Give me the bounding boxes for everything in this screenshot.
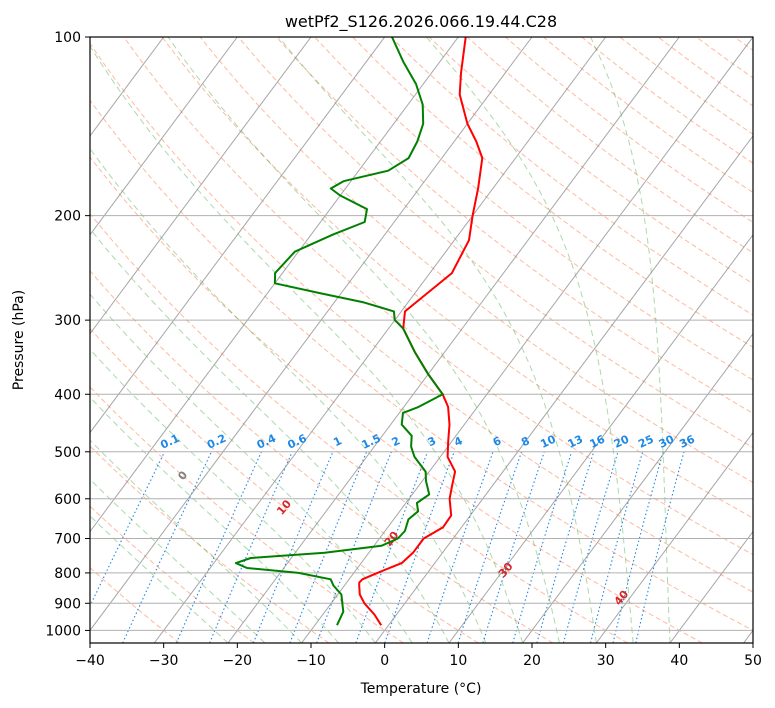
y-tick-label: 100 xyxy=(54,30,81,46)
x-axis-label: Temperature (°C) xyxy=(360,681,482,697)
isotherm-line xyxy=(90,37,312,335)
mixing-ratio-line xyxy=(316,451,392,643)
isotherm-line xyxy=(595,431,753,643)
x-axis: −40 −30 −20 −10 0 10 20 30 40 50 xyxy=(75,643,762,669)
dry-adiabat-line xyxy=(90,212,628,643)
mixing-ratio-line xyxy=(426,451,494,643)
moist-adiabat-line xyxy=(90,293,413,643)
y-tick-label: 200 xyxy=(54,209,81,225)
x-tick-label: 20 xyxy=(523,653,541,669)
y-tick-label: 600 xyxy=(54,492,81,508)
mixing-ratio-line xyxy=(512,451,573,643)
moist-adiabat-line xyxy=(425,37,634,643)
mixing-ratio-label: 13 xyxy=(566,433,585,451)
mixing-ratio-label: 25 xyxy=(636,433,655,451)
x-tick-label: −20 xyxy=(223,653,253,669)
mixing-ratio-label: 16 xyxy=(588,432,608,450)
dry-adiabat-line xyxy=(276,37,753,414)
y-tick-label: 500 xyxy=(54,445,81,461)
isobars xyxy=(90,37,753,631)
x-tick-label: 10 xyxy=(449,653,467,669)
moist-adiabat-line xyxy=(90,45,524,643)
chart-title: wetPf2_S126.2026.066.19.44.C28 xyxy=(285,12,557,32)
mixing-ratio-line xyxy=(175,451,262,643)
profiles xyxy=(234,37,484,626)
mixing-ratio-line xyxy=(536,451,595,643)
dry-adiabat-line xyxy=(237,37,753,449)
y-tick-label: 400 xyxy=(54,387,81,403)
dry-adiabat-line xyxy=(352,37,753,348)
mixing-ratio-line xyxy=(90,451,166,608)
dry-adiabat-line xyxy=(428,37,753,285)
mixing-ratio-line xyxy=(252,451,334,643)
x-tick-label: 30 xyxy=(597,653,615,669)
moist-adiabat-line xyxy=(90,396,339,643)
isotherm-line xyxy=(301,37,753,643)
mixing-ratio-line xyxy=(355,451,429,643)
mixing-ratio-line xyxy=(289,451,368,643)
dry-adiabat-line xyxy=(390,37,753,316)
isotherm-line xyxy=(374,135,753,643)
isotherm-line xyxy=(90,37,533,632)
mixing-ratio-line xyxy=(562,451,619,643)
isotherm-line xyxy=(227,37,680,643)
mixing-ratio-label: 30 xyxy=(657,432,677,450)
moist-adiabat-line xyxy=(278,37,597,643)
isotherm-line xyxy=(522,332,753,643)
plot-frame xyxy=(89,36,754,644)
mixing-ratio-line xyxy=(612,451,664,643)
mixing-ratio-label: 10 xyxy=(538,432,558,450)
moist-adiabat-line xyxy=(90,439,302,643)
moist-adiabat-line xyxy=(167,37,560,643)
isotherms xyxy=(90,37,753,643)
y-tick-label: 900 xyxy=(54,596,81,612)
isotherm-line xyxy=(669,530,753,643)
dry-adiabat-line xyxy=(90,156,703,643)
isotherm-line xyxy=(153,37,607,643)
dry-adiabat-line xyxy=(90,99,753,631)
mixing-ratio-label: 20 xyxy=(612,432,632,450)
dry-adiabat-line xyxy=(90,327,479,643)
isotherm-line xyxy=(90,37,459,533)
dewpoint-profile-line xyxy=(234,37,444,626)
moist-adiabat-line xyxy=(90,478,266,643)
x-tick-label: −40 xyxy=(75,653,105,669)
x-tick-label: 50 xyxy=(744,653,762,669)
moist-adiabat-line xyxy=(590,37,671,643)
mixing-ratio-line xyxy=(482,451,545,643)
y-tick-label: 700 xyxy=(54,532,81,548)
mixing-ratio-line xyxy=(457,451,523,643)
y-tick-label: 800 xyxy=(54,566,81,582)
temperature-profile-line xyxy=(358,37,484,626)
dry-adiabat-line xyxy=(90,270,554,643)
y-tick-label: 300 xyxy=(54,313,81,329)
mixing-ratio-label: 36 xyxy=(677,432,697,450)
x-tick-label: −10 xyxy=(296,653,326,669)
moist-adiabat-line xyxy=(90,228,450,643)
x-tick-label: 0 xyxy=(380,653,389,669)
moist-adiabat-line xyxy=(90,515,229,643)
y-axis: 1000 900 800 700 600 500 400 300 200 100 xyxy=(45,30,90,639)
dry-adiabat-line xyxy=(90,566,180,643)
moist-adiabats xyxy=(90,37,671,643)
moist-adiabat-line xyxy=(90,147,487,643)
mixing-ratio-line xyxy=(209,451,293,643)
isotherm-line xyxy=(448,233,753,643)
mixing-ratio-line xyxy=(589,451,644,643)
isotherm-line xyxy=(90,37,238,236)
isotherm-line xyxy=(90,37,386,434)
x-tick-label: 40 xyxy=(670,653,688,669)
y-axis-label: Pressure (hPa) xyxy=(11,290,27,390)
x-tick-label: −30 xyxy=(149,653,179,669)
dry-adiabat-line xyxy=(90,445,330,643)
dry-adiabat-line xyxy=(161,37,753,519)
y-tick-label: 1000 xyxy=(45,623,81,639)
